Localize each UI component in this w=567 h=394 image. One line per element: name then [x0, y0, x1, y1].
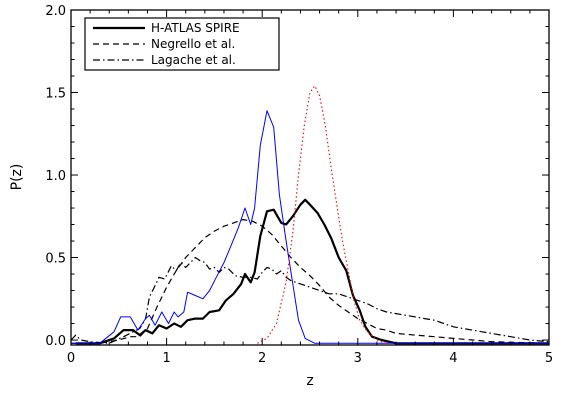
series-line-2: [70, 256, 550, 344]
series-line-3: [71, 110, 549, 344]
tick-layer: 0 1 2 3 4 5 0.0 0.5 1.0 1.5 2.0: [45, 4, 553, 366]
legend: H-ATLAS SPIRE Negrello et al. Lagache et…: [84, 17, 280, 71]
y-tick-label: 1.0: [45, 169, 66, 184]
legend-label-negrello: Negrello et al.: [151, 37, 235, 51]
y-axis-label: P(z): [9, 164, 25, 191]
x-tick-label: 1: [162, 351, 170, 366]
plot-frame: [70, 9, 550, 346]
legend-label-lagache: Lagache et al.: [151, 53, 236, 67]
series-line-1: [71, 219, 550, 344]
x-tick-label: 2: [258, 351, 266, 366]
y-tick-label: 0.0: [45, 334, 66, 349]
x-tick-label: 0: [67, 351, 75, 366]
x-axis-label: z: [306, 373, 313, 389]
series-layer: [70, 85, 550, 345]
legend-label-hatlas: H-ATLAS SPIRE: [151, 21, 240, 35]
series-line-4: [257, 85, 387, 344]
y-tick-label: 1.5: [45, 87, 66, 102]
x-tick-label: 4: [449, 351, 457, 366]
y-tick-label: 0.5: [45, 252, 66, 267]
x-tick-label: 3: [354, 351, 362, 366]
y-tick-label: 2.0: [45, 4, 66, 19]
x-tick-label: 5: [545, 351, 553, 366]
series-line-0: [75, 198, 549, 345]
